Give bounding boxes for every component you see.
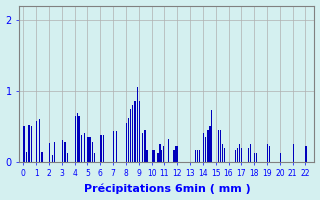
Bar (224, 148, 225, 162)
Bar (39, 119, 40, 162)
Bar (239, 144, 240, 162)
Bar (75, 116, 76, 162)
X-axis label: Précipitations 6min ( mm ): Précipitations 6min ( mm ) (84, 184, 250, 194)
Bar (248, 148, 249, 162)
Bar (195, 150, 196, 162)
Bar (237, 148, 238, 162)
Bar (116, 131, 117, 162)
Bar (64, 142, 66, 162)
Bar (54, 142, 55, 162)
Bar (235, 150, 236, 162)
Bar (203, 133, 204, 162)
Bar (293, 144, 294, 162)
Bar (145, 130, 146, 162)
Bar (152, 150, 153, 162)
Bar (103, 135, 104, 162)
Bar (177, 146, 179, 162)
Bar (256, 153, 257, 162)
Bar (163, 146, 164, 162)
Bar (241, 148, 242, 162)
Bar (209, 126, 211, 162)
Bar (254, 153, 255, 162)
Bar (211, 110, 212, 162)
Bar (49, 143, 50, 162)
Bar (41, 152, 43, 162)
Bar (126, 123, 127, 162)
Bar (220, 130, 221, 162)
Bar (78, 116, 80, 162)
Bar (175, 146, 177, 162)
Bar (306, 146, 307, 162)
Bar (205, 137, 206, 162)
Bar (222, 144, 223, 162)
Bar (137, 87, 138, 162)
Bar (197, 150, 198, 162)
Bar (62, 140, 63, 162)
Bar (23, 126, 25, 162)
Bar (267, 144, 268, 162)
Bar (157, 153, 159, 162)
Bar (139, 101, 140, 162)
Bar (31, 126, 32, 162)
Bar (218, 130, 219, 162)
Bar (52, 155, 53, 162)
Bar (84, 133, 85, 162)
Bar (67, 153, 68, 162)
Bar (87, 137, 89, 162)
Bar (28, 125, 30, 162)
Bar (76, 113, 78, 162)
Bar (147, 150, 148, 162)
Bar (89, 137, 91, 162)
Bar (92, 142, 93, 162)
Bar (173, 150, 175, 162)
Bar (128, 118, 129, 162)
Bar (142, 133, 143, 162)
Bar (113, 131, 114, 162)
Bar (280, 153, 281, 162)
Bar (161, 150, 163, 162)
Bar (100, 135, 101, 162)
Bar (81, 135, 82, 162)
Bar (199, 150, 200, 162)
Bar (94, 153, 95, 162)
Bar (130, 109, 131, 162)
Bar (133, 101, 135, 162)
Bar (168, 139, 169, 162)
Bar (159, 144, 161, 162)
Bar (36, 121, 37, 162)
Bar (154, 150, 155, 162)
Bar (132, 105, 133, 162)
Bar (250, 144, 251, 162)
Bar (135, 101, 136, 162)
Bar (207, 130, 209, 162)
Bar (26, 152, 27, 162)
Bar (269, 146, 270, 162)
